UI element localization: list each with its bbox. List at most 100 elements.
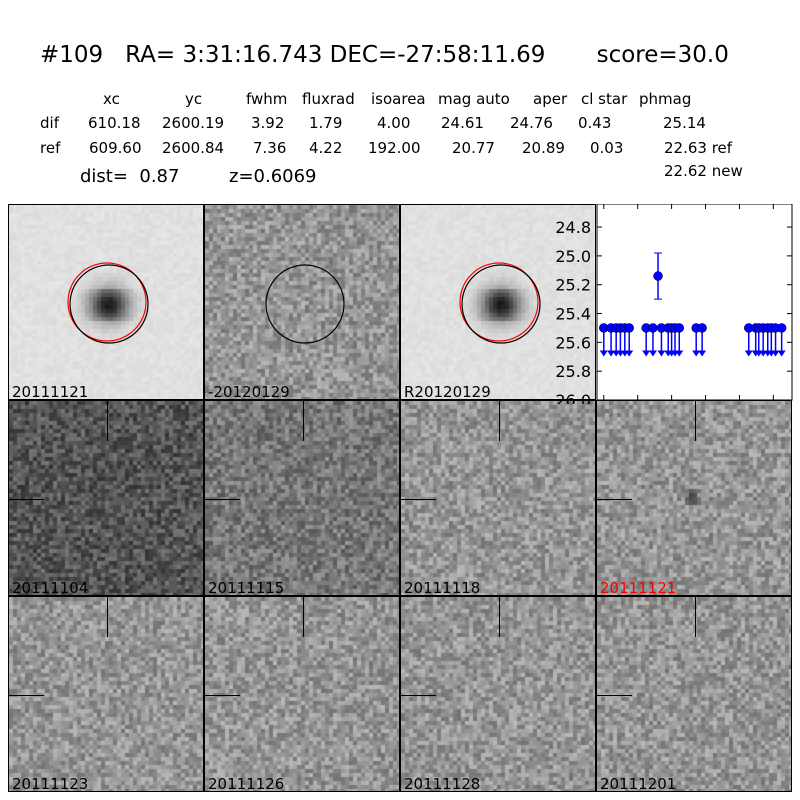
- crosshair-mark: [9, 695, 44, 696]
- table-cell: 7.36: [253, 139, 287, 157]
- black-aperture-circle: [461, 264, 541, 344]
- column-header: mag auto: [438, 90, 510, 108]
- crosshair-mark: [499, 597, 500, 637]
- crosshair-mark: [597, 499, 632, 500]
- stamp-panel: R20120129: [400, 204, 596, 400]
- table-cell: 4.22: [309, 139, 343, 157]
- column-header: phmag: [639, 90, 692, 108]
- upper-limit-point: [674, 323, 684, 333]
- y-tick-label: 26.0: [555, 391, 591, 404]
- stamp-panel: 20111121: [596, 400, 792, 596]
- upper-limit-point: [697, 323, 707, 333]
- stamp-panel: 20111104: [8, 400, 204, 596]
- crosshair-mark: [695, 401, 696, 441]
- crosshair-mark: [107, 597, 108, 637]
- upper-limit-arrowhead: [642, 350, 651, 357]
- column-header: fluxrad: [302, 90, 355, 108]
- y-tick-label: 25.4: [555, 305, 591, 324]
- table-cell: 4.00: [377, 114, 411, 132]
- redshift-value: z=0.6069: [229, 166, 317, 187]
- stamp-image: [401, 401, 595, 595]
- table-cell: 2600.84: [162, 139, 225, 157]
- y-tick-label: 24.8: [555, 218, 591, 237]
- title: #109 RA= 3:31:16.743 DEC=-27:58:11.69 sc…: [40, 42, 729, 68]
- upper-limit-point: [776, 323, 787, 333]
- row-label: dif: [40, 114, 59, 132]
- crosshair-mark: [107, 401, 108, 441]
- crosshair-mark: [9, 499, 44, 500]
- upper-limit-arrowhead: [692, 350, 701, 357]
- detection-point: [653, 271, 663, 281]
- table-cell: 192.00: [368, 139, 421, 157]
- column-header: fwhm: [246, 90, 288, 108]
- x-tick-label: 40: [661, 402, 681, 404]
- stamp-date-label: -20120129: [208, 383, 290, 400]
- y-tick-label: 25.2: [555, 276, 591, 295]
- table-cell: 1.79: [309, 114, 343, 132]
- stamp-panel: 20111126: [204, 596, 400, 792]
- black-aperture-circle: [69, 264, 149, 344]
- red-aperture-circle: [67, 262, 147, 342]
- stamp-date-label: 20111118: [404, 579, 481, 596]
- table-cell: 20.77: [452, 139, 495, 157]
- y-tick-label: 25.0: [555, 247, 591, 266]
- upper-limit-arrowhead: [771, 350, 780, 357]
- x-tick-label: 80: [729, 402, 749, 404]
- table-cell: 24.76: [510, 114, 553, 132]
- x-tick-label: 100: [758, 402, 789, 404]
- stamp-panel: 20111201: [596, 596, 792, 792]
- stamp-date-label: 20111123: [12, 775, 89, 792]
- crosshair-mark: [205, 695, 240, 696]
- upper-limit-point: [648, 323, 658, 333]
- stamp-image: [205, 205, 399, 399]
- table-cell: 0.03: [590, 139, 624, 157]
- crosshair-mark: [303, 401, 304, 441]
- crosshair-mark: [401, 695, 436, 696]
- stamp-image: [205, 401, 399, 595]
- crosshair-mark: [499, 401, 500, 441]
- stamp-date-label: R20120129: [404, 383, 491, 400]
- crosshair-mark: [695, 597, 696, 637]
- stamp-date-label: 20111201: [600, 775, 677, 792]
- light-curve-chart: 24.8 25.0 25.2 25.4 25.6 25.8 26.0 0 20 40 60 80 100: [555, 204, 793, 404]
- phmag-new: 22.62 new: [664, 162, 743, 180]
- stamp-date-label: 20111115: [208, 579, 285, 596]
- crosshair-mark: [303, 597, 304, 637]
- crosshair-mark: [597, 695, 632, 696]
- stamp-image: [9, 401, 203, 595]
- crosshair-mark: [401, 499, 436, 500]
- dist-value: dist= 0.87: [80, 166, 180, 187]
- upper-limit-arrowhead: [744, 350, 753, 357]
- table-cell: 610.18: [88, 114, 141, 132]
- upper-limit-point: [624, 323, 634, 333]
- upper-limit-arrowhead: [607, 350, 616, 357]
- stamp-panel: 20111115: [204, 400, 400, 596]
- stamp-image: [597, 401, 791, 595]
- table-cell: 24.61: [441, 114, 484, 132]
- stamp-panel: 20111123: [8, 596, 204, 792]
- red-aperture-circle: [459, 262, 539, 342]
- row-label: ref: [40, 139, 61, 157]
- x-tick-label: 0: [599, 402, 609, 404]
- column-header: cl star: [581, 90, 628, 108]
- upper-limit-arrowhead: [648, 350, 657, 357]
- table-cell: 609.60: [89, 139, 142, 157]
- table-cell: 2600.19: [162, 114, 225, 132]
- table-cell: 22.63 ref: [664, 139, 733, 157]
- column-header: yc: [185, 90, 203, 108]
- stamp-image: [9, 205, 203, 399]
- black-aperture-circle: [265, 264, 345, 344]
- stamp-panel: -20120129: [204, 204, 400, 400]
- column-header: aper: [533, 90, 568, 108]
- column-header: xc: [103, 90, 120, 108]
- table-cell: 20.89: [522, 139, 565, 157]
- upper-limit-arrowhead: [698, 350, 707, 357]
- upper-limit-arrowhead: [625, 350, 634, 357]
- stamp-date-label: 20111126: [208, 775, 285, 792]
- stamp-panel: 20111128: [400, 596, 596, 792]
- plot-area: [596, 204, 793, 401]
- y-tick-label: 25.8: [555, 362, 591, 381]
- stamp-date-label: 20111104: [12, 579, 89, 596]
- stamp-date-label: 20111121: [12, 383, 89, 400]
